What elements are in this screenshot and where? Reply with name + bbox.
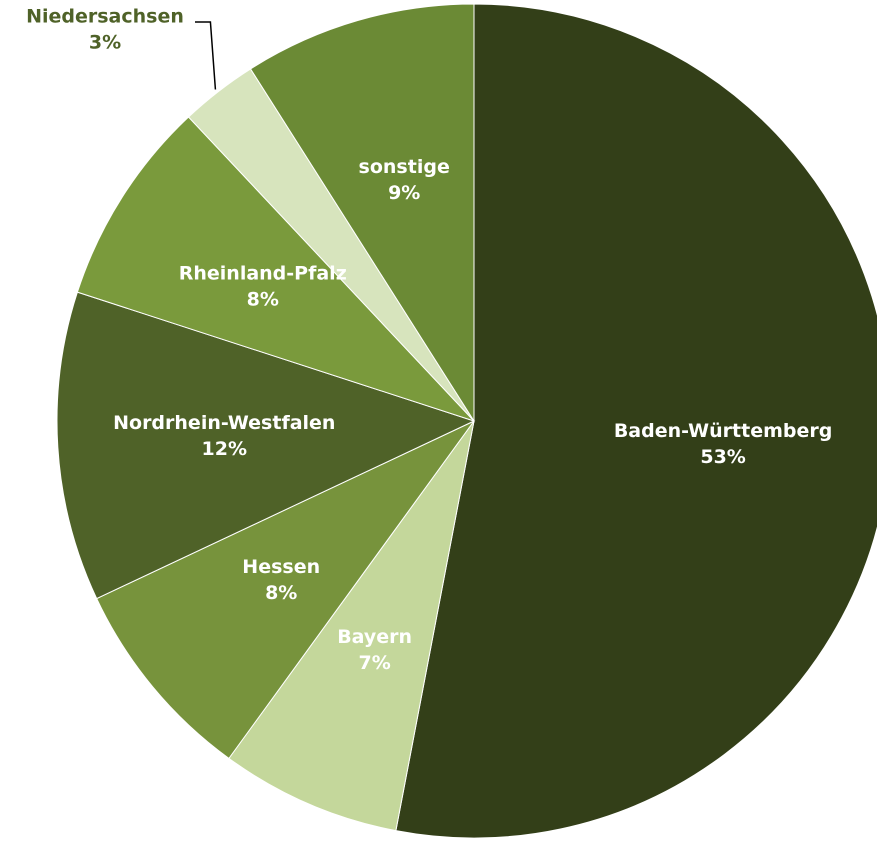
pie-slice <box>249 3 475 423</box>
pie-slice <box>395 3 877 839</box>
slice-value: 7% <box>359 652 391 674</box>
pie-slice <box>96 420 475 760</box>
slice-label: Hessen <box>242 556 320 578</box>
pie-slice <box>228 420 475 832</box>
slice-value: 53% <box>700 446 745 468</box>
slice-value: 8% <box>247 288 279 310</box>
slice-label: Baden-Württemberg <box>614 420 833 442</box>
pie-slice <box>76 116 475 422</box>
slice-label: sonstige <box>359 156 450 178</box>
slice-value: 8% <box>265 582 297 604</box>
slice-value: 12% <box>202 438 247 460</box>
slice-label: Rheinland-Pfalz <box>179 262 347 284</box>
pie-slice <box>56 291 476 600</box>
slice-label: Nordrhein-Westfalen <box>113 412 335 434</box>
slice-value: 9% <box>388 182 420 204</box>
leader-line <box>195 21 217 90</box>
slice-label: Bayern <box>337 626 412 648</box>
slice-label: Niedersachsen <box>26 6 184 28</box>
slice-value: 3% <box>89 32 121 54</box>
